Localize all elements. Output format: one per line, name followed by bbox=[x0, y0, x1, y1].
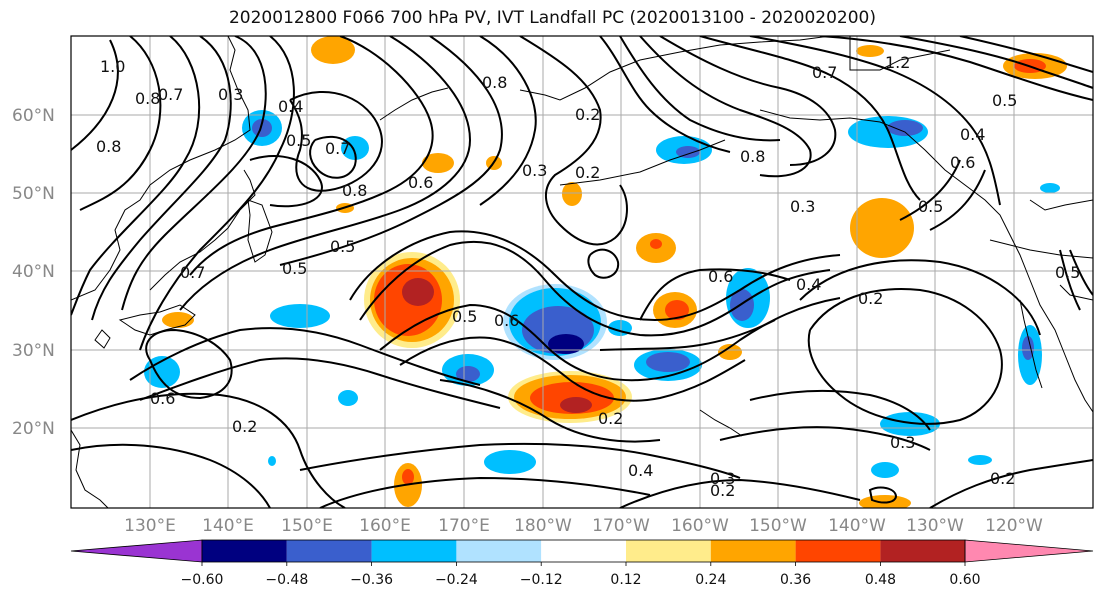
contour-label: 0.5 bbox=[282, 259, 307, 278]
colorbar-tick-label: −0.12 bbox=[520, 572, 563, 588]
colorbar-tick-label: 0.12 bbox=[610, 572, 641, 588]
colorbar-tick-label: 0.48 bbox=[865, 572, 896, 588]
lon-label: 160°W bbox=[671, 516, 729, 536]
negative-anomaly-region bbox=[656, 136, 712, 164]
negative-anomaly-region bbox=[503, 284, 607, 360]
colorbar-segment bbox=[795, 540, 881, 562]
contour-label: 0.3 bbox=[522, 161, 547, 180]
contour-label: 0.2 bbox=[858, 289, 883, 308]
lon-label: 150°E bbox=[281, 516, 333, 536]
contour-label: 0.8 bbox=[342, 181, 367, 200]
colorbar: −0.60 −0.48 −0.36 −0.24 −0.12 0.12 0.24 … bbox=[70, 539, 1094, 588]
colorbar-segment bbox=[202, 540, 287, 562]
pv-contours bbox=[71, 36, 1093, 508]
colorbar-tick-label: 0.24 bbox=[695, 572, 726, 588]
colorbar-tick-label: −0.24 bbox=[435, 572, 478, 588]
contour-label: 0.2 bbox=[575, 163, 600, 182]
contour-label: 0.6 bbox=[708, 267, 733, 286]
contour-label: 0.3 bbox=[218, 85, 243, 104]
contour-label: 0.7 bbox=[180, 263, 205, 282]
colorbar-segment bbox=[371, 540, 457, 562]
lon-label: 130°W bbox=[906, 516, 964, 536]
lon-label: 140°E bbox=[202, 516, 254, 536]
colorbar-segment bbox=[626, 540, 711, 562]
positive-anomaly-region bbox=[850, 198, 914, 258]
map-title: 2020012800 F066 700 hPa PV, IVT Landfall… bbox=[228, 8, 876, 28]
lat-label: 60°N bbox=[12, 106, 55, 126]
lon-label: 120°W bbox=[985, 516, 1043, 536]
contour-label: 0.6 bbox=[950, 153, 975, 172]
contour-label: 0.3 bbox=[790, 197, 815, 216]
lon-label: 180°W bbox=[514, 516, 572, 536]
colorbar-tick-label: −0.48 bbox=[265, 572, 308, 588]
negative-anomaly-region bbox=[144, 136, 1060, 478]
lon-label: 170°E bbox=[438, 516, 490, 536]
contour-label: 0.6 bbox=[408, 173, 433, 192]
colorbar-segment bbox=[541, 540, 626, 562]
colorbar-extend-max bbox=[964, 539, 1094, 563]
lat-label: 50°N bbox=[12, 184, 55, 204]
colorbar-tick-label: 0.36 bbox=[780, 572, 811, 588]
lon-label: 140°W bbox=[828, 516, 886, 536]
lat-axis: 60°N 50°N 40°N 30°N 20°N bbox=[12, 106, 55, 439]
contour-label: 0.5 bbox=[1055, 263, 1080, 282]
map-frame bbox=[70, 35, 1094, 509]
contour-label: 0.5 bbox=[286, 131, 311, 150]
positive-anomaly-region bbox=[508, 371, 632, 423]
lat-label: 30°N bbox=[12, 341, 55, 361]
lon-label: 150°W bbox=[749, 516, 807, 536]
contour-label: 0.5 bbox=[452, 307, 477, 326]
contour-label: 0.3 bbox=[890, 433, 915, 452]
lat-label: 40°N bbox=[12, 262, 55, 282]
contour-label: 0.3 bbox=[710, 469, 735, 488]
contour-label: 0.4 bbox=[960, 125, 985, 144]
contour-label: 0.8 bbox=[740, 147, 765, 166]
contour-label: 1.2 bbox=[885, 53, 910, 72]
contour-label: 0.4 bbox=[628, 461, 653, 480]
contour-label: 0.4 bbox=[796, 275, 821, 294]
lon-label: 160°E bbox=[359, 516, 411, 536]
colorbar-extend-min bbox=[70, 539, 203, 563]
lat-label: 20°N bbox=[12, 419, 55, 439]
contour-label: 0.5 bbox=[918, 197, 943, 216]
contour-label: 0.8 bbox=[96, 137, 121, 156]
colorbar-tick-label: −0.36 bbox=[350, 572, 393, 588]
contour-label: 1.0 bbox=[100, 57, 125, 76]
contour-label: 0.8 bbox=[482, 73, 507, 92]
contour-label: 0.7 bbox=[158, 85, 183, 104]
contour-label: 0.6 bbox=[494, 311, 519, 330]
lon-label: 130°E bbox=[124, 516, 176, 536]
shading-layer bbox=[144, 36, 1067, 508]
contour-label: 0.6 bbox=[150, 389, 175, 408]
contour-label: 0.4 bbox=[278, 97, 303, 116]
contour-label: 0.7 bbox=[325, 139, 350, 158]
colorbar-segment bbox=[880, 540, 966, 562]
negative-anomaly-region bbox=[242, 110, 282, 146]
contour-labels: 1.0 0.8 0.7 0.3 0.4 0.5 0.8 0.7 0.8 0.6 … bbox=[96, 53, 1080, 500]
colorbar-segment bbox=[286, 540, 372, 562]
colorbar-tick-label: −0.60 bbox=[181, 572, 224, 588]
colorbar-segment bbox=[710, 540, 796, 562]
contour-label: 0.2 bbox=[575, 105, 600, 124]
contour-label: 0.2 bbox=[232, 417, 257, 436]
contour-label: 0.7 bbox=[812, 63, 837, 82]
lon-label: 170°W bbox=[592, 516, 650, 536]
positive-anomaly-region bbox=[653, 292, 697, 328]
contour-label: 0.2 bbox=[710, 481, 735, 500]
contour-label: 0.8 bbox=[135, 89, 160, 108]
map-panel: 1.0 0.8 0.7 0.3 0.4 0.5 0.8 0.7 0.8 0.6 … bbox=[71, 36, 1093, 508]
contour-label: 0.5 bbox=[330, 237, 355, 256]
negative-anomaly-region bbox=[634, 349, 702, 381]
colorbar-segment bbox=[456, 540, 542, 562]
contour-label: 0.2 bbox=[598, 409, 623, 428]
lon-axis: 130°E 140°E 150°E 160°E 170°E 180°W 170°… bbox=[124, 516, 1043, 536]
contour-label: 0.2 bbox=[990, 469, 1015, 488]
positive-anomaly-region bbox=[636, 233, 676, 263]
colorbar-tick-label: 0.60 bbox=[949, 572, 980, 588]
contour-label: 0.5 bbox=[992, 91, 1017, 110]
negative-anomaly-region bbox=[726, 268, 770, 328]
